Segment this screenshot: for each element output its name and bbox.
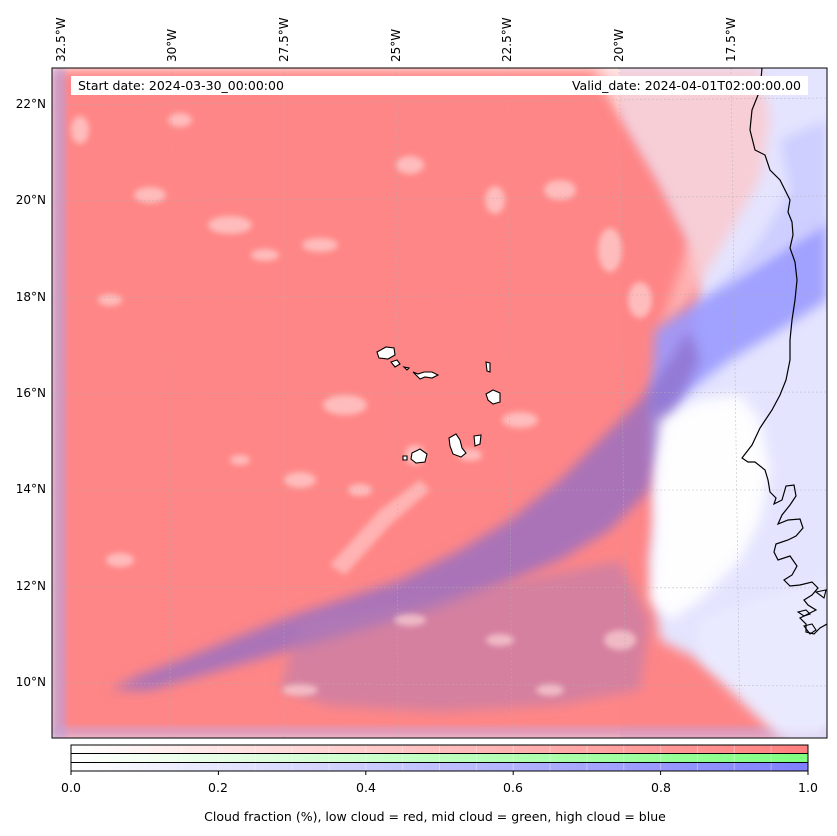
colorbar-low-row [71, 745, 808, 753]
island-fogo [410, 448, 428, 464]
start-date-label: Start date: 2024-03-30_00:00:00 [71, 76, 291, 95]
colorbar-tick-5: 1.0 [798, 780, 818, 795]
lat-label-14n: 14°N [15, 482, 46, 496]
colorbar-tick-4: 0.8 [651, 780, 671, 795]
cloud-gaps [71, 113, 652, 696]
clear-coast-patch [650, 395, 770, 620]
lat-label-12n: 12°N [15, 579, 46, 593]
bottom-border-tint [52, 726, 827, 738]
lat-label-22n: 22°N [15, 97, 46, 111]
light-streak [330, 480, 430, 575]
colorbar-caption: Cloud fraction (%), low cloud = red, mid… [204, 809, 666, 824]
colorbar-tick-2: 0.4 [356, 780, 376, 795]
lon-label-17-5w: 17.5°W [724, 17, 738, 62]
lat-label-16n: 16°N [15, 386, 46, 400]
low-cloud-fade [590, 68, 770, 330]
island-boa-vista [485, 389, 501, 405]
lat-label-20n: 20°N [15, 193, 46, 207]
island-sao-nicolau [412, 371, 440, 380]
island-sal [485, 361, 491, 373]
lon-label-20w: 20°W [612, 28, 626, 62]
lon-label-25w: 25°W [389, 28, 403, 62]
colorbar-high-row [71, 763, 808, 771]
colorbar-tick-3: 0.6 [503, 780, 523, 795]
island-santa-luzia [402, 366, 411, 371]
colorbar-tick-1: 0.2 [208, 780, 228, 795]
left-border-tint [52, 68, 66, 738]
lon-label-30w: 30°W [165, 28, 179, 62]
africa-coast-island-2 [803, 623, 817, 635]
mixed-cloud-band [110, 330, 700, 690]
island-santo-antao [376, 346, 396, 360]
lat-label-18n: 18°N [15, 290, 46, 304]
island-brava [402, 455, 408, 461]
lon-label-32-5w: 32.5°W [54, 17, 68, 62]
africa-coast-island-1 [796, 609, 812, 617]
lon-label-22-5w: 22.5°W [500, 17, 514, 62]
africa-coastline [741, 68, 827, 635]
clear-east-lower [700, 580, 827, 738]
graticule [52, 68, 827, 738]
cape-verde-islands [376, 346, 501, 464]
colorbar-tick-0: 0.0 [61, 780, 81, 795]
africa-coast-island-3 [814, 589, 827, 599]
lon-label-27-5w: 27.5°W [277, 17, 291, 62]
high-cloud-light-east [720, 120, 827, 290]
island-maio [473, 434, 482, 447]
island-sao-vicente [390, 359, 401, 368]
map-frame [51, 67, 828, 739]
valid-date-label: Valid_date: 2024-04-01T02:00:00.00 [564, 76, 808, 95]
colorbar-mid-row [71, 754, 808, 762]
mixed-cloud-south [280, 560, 650, 712]
island-santiago [448, 433, 467, 458]
lat-label-10n: 10°N [15, 675, 46, 689]
colorbar [70, 744, 809, 775]
